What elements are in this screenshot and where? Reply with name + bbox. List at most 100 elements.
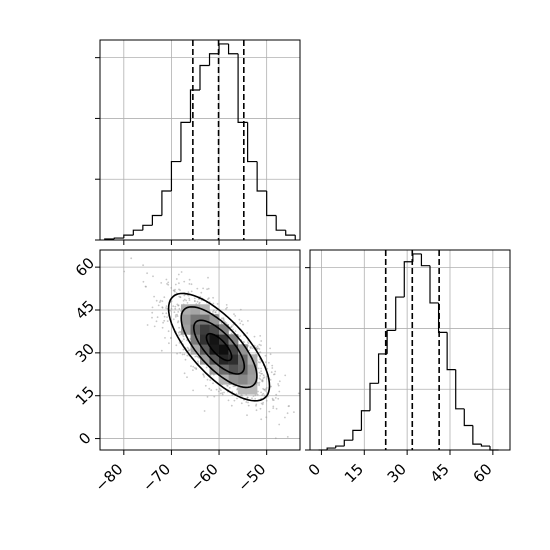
scatter-point xyxy=(277,397,280,400)
histogram-bin xyxy=(256,161,267,192)
histogram-bin xyxy=(208,53,220,66)
histogram-steps xyxy=(104,43,296,240)
x-tick-label: 30 xyxy=(384,460,410,486)
scatter-point xyxy=(261,394,264,397)
histogram-bin xyxy=(189,89,200,123)
scatter-point xyxy=(263,394,266,397)
scatter-point xyxy=(165,278,168,281)
scatter-point xyxy=(221,317,223,320)
scatter-point xyxy=(183,353,186,356)
histogram-bin xyxy=(132,229,143,236)
scatter-point xyxy=(175,278,178,280)
scatter-point xyxy=(269,347,271,350)
x-marginal-histogram-panel xyxy=(95,39,301,245)
histogram-bin xyxy=(369,382,379,411)
scatter-point xyxy=(167,283,170,286)
scatter-point xyxy=(260,402,263,405)
scatter-point xyxy=(177,331,180,334)
scatter-point xyxy=(183,294,186,297)
histogram-bin xyxy=(472,425,482,445)
scatter-point xyxy=(223,391,225,394)
scatter-point xyxy=(221,392,224,394)
scatter-point xyxy=(178,334,181,336)
y-tick-label: 60 xyxy=(72,254,98,280)
scatter-point xyxy=(165,312,168,315)
scatter-point xyxy=(186,354,189,357)
density-cell xyxy=(247,364,258,375)
scatter-point xyxy=(186,302,189,304)
scatter-point xyxy=(222,318,225,321)
scatter-point xyxy=(286,436,289,438)
histogram-bin xyxy=(352,429,362,441)
scatter-point xyxy=(225,304,228,306)
scatter-point xyxy=(219,392,222,395)
scatter-point xyxy=(265,399,268,402)
histogram-bin xyxy=(151,214,162,226)
scatter-point xyxy=(181,340,183,342)
y-tick-label: 0 xyxy=(75,429,94,448)
density-cells xyxy=(181,304,258,395)
density-cell xyxy=(219,324,229,335)
scatter-point xyxy=(259,335,262,337)
scatter-point xyxy=(160,282,163,284)
scatter-point xyxy=(161,326,164,329)
histogram-bin xyxy=(123,234,134,239)
scatter-point xyxy=(239,322,242,325)
scatter-point xyxy=(208,297,210,300)
histogram-bin xyxy=(285,230,296,236)
scatter-point xyxy=(246,396,249,399)
y-marginal-histogram-panel: 0 15 30 45 60 xyxy=(305,249,511,486)
scatter-point xyxy=(163,319,166,322)
scatter-point xyxy=(176,313,178,316)
scatter-point xyxy=(188,283,191,285)
scatter-point xyxy=(123,270,126,273)
scatter-point xyxy=(265,378,268,380)
scatter-point xyxy=(212,296,215,299)
scatter-point xyxy=(206,378,209,381)
contour-line xyxy=(205,332,233,362)
scatter-point xyxy=(198,302,201,305)
scatter-point xyxy=(247,404,250,407)
scatter-point xyxy=(190,283,193,286)
y-tick-label: 45 xyxy=(72,297,98,323)
scatter-point xyxy=(268,410,271,413)
scatter-point xyxy=(214,311,217,313)
scatter-point xyxy=(259,407,262,410)
scatter-point xyxy=(232,385,235,388)
scatter-point xyxy=(286,412,289,415)
scatter-point xyxy=(260,367,262,370)
scatter-point xyxy=(193,300,196,302)
scatter-point xyxy=(178,307,181,310)
scatter-point xyxy=(258,383,260,385)
scatter-point xyxy=(226,385,229,387)
scatter-point xyxy=(297,392,300,395)
density-cell xyxy=(190,314,201,325)
scatter-point xyxy=(257,390,259,393)
scatter-point xyxy=(246,332,249,334)
scatter-point xyxy=(225,322,228,325)
scatter-point xyxy=(165,307,167,309)
scatter-point xyxy=(261,372,263,375)
scatter-point xyxy=(264,354,267,357)
scatter-point xyxy=(270,385,272,388)
scatter-point xyxy=(182,348,185,351)
scatter-point xyxy=(277,384,280,387)
scatter-point xyxy=(166,320,169,322)
histogram-bin xyxy=(463,408,473,427)
scatter-point xyxy=(257,347,260,350)
scatter-point xyxy=(269,353,272,356)
scatter-point xyxy=(163,296,166,299)
scatter-point xyxy=(274,437,277,440)
scatter-point xyxy=(257,381,259,384)
scatter-point xyxy=(182,299,185,302)
scatter-point xyxy=(151,306,154,309)
gridlines xyxy=(95,40,300,245)
density-cell xyxy=(200,344,210,355)
scatter-point xyxy=(278,380,281,383)
histogram-bin xyxy=(326,447,336,450)
scatter-point xyxy=(167,281,170,284)
joint-density-panel: 0 15 30 45 60 −80 −70 −60 −50 xyxy=(72,249,301,495)
x-tick-label: 0 xyxy=(305,460,324,479)
scatter-point xyxy=(255,403,258,406)
scatter-point xyxy=(257,367,260,370)
